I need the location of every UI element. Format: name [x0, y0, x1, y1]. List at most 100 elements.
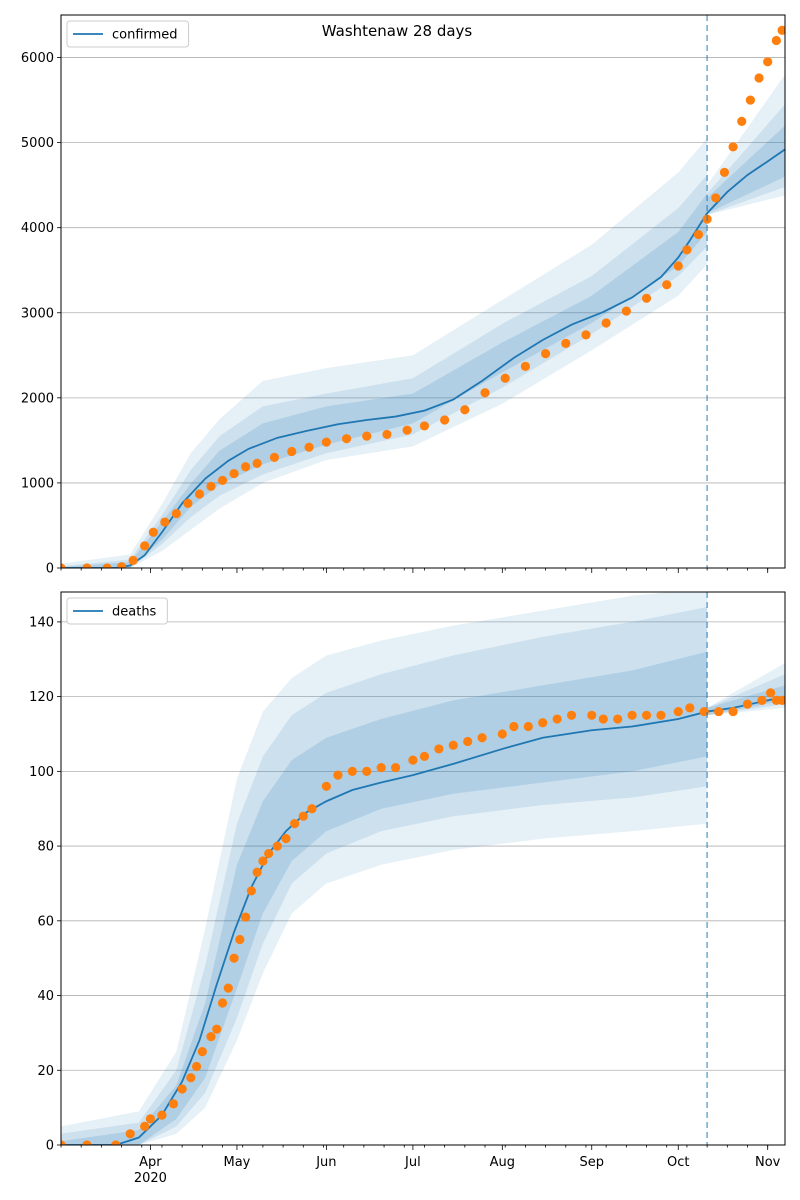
observed-point: [682, 245, 692, 255]
uncertainty-band-2: [61, 651, 785, 1145]
observed-point: [183, 498, 193, 508]
observed-point: [434, 744, 444, 754]
y-tick-label: 100: [29, 765, 54, 780]
observed-point: [641, 710, 652, 720]
x-tick-label: Aug: [490, 1155, 515, 1170]
observed-point: [520, 361, 530, 371]
observed-point: [191, 1061, 202, 1072]
observed-point: [258, 856, 268, 866]
observed-point: [362, 431, 372, 441]
observed-point: [246, 886, 256, 896]
y-tick-label: 0: [46, 562, 54, 577]
observed-point: [217, 998, 228, 1008]
x-tick-label: May: [224, 1155, 251, 1170]
x-tick-sublabel: 2020: [134, 1171, 167, 1186]
observed-point: [419, 751, 430, 762]
observed-point: [229, 468, 239, 479]
observed-point: [252, 867, 262, 877]
observed-point: [206, 1032, 216, 1042]
x-tick-label: Nov: [755, 1155, 781, 1170]
observed-point: [448, 740, 458, 750]
observed-point: [217, 475, 228, 485]
observed-point: [509, 721, 519, 732]
x-tick-label: Apr: [139, 1155, 162, 1170]
observed-point: [61, 1140, 66, 1145]
observed-point: [281, 834, 291, 844]
x-tick-label: Oct: [667, 1155, 689, 1170]
observed-point: [728, 706, 738, 717]
observed-point: [566, 710, 577, 720]
uncertainty-band-0: [61, 74, 785, 568]
observed-point: [321, 437, 331, 447]
observed-point: [111, 1140, 121, 1145]
y-tick-label: 40: [37, 989, 54, 1004]
y-tick-label: 140: [29, 615, 54, 630]
observed-point: [460, 405, 470, 415]
observed-point: [728, 142, 738, 152]
observed-point: [402, 425, 412, 435]
observed-point: [194, 489, 205, 499]
observed-point: [160, 517, 170, 527]
y-tick-label: 1000: [21, 476, 54, 491]
observed-point: [587, 710, 597, 720]
observed-point: [298, 811, 308, 821]
observed-point: [523, 721, 533, 732]
y-tick-label: 60: [37, 914, 54, 929]
series-line-deaths: [61, 695, 785, 1145]
y-tick-label: 0: [46, 1139, 54, 1154]
observed-point: [272, 841, 282, 851]
observed-point: [177, 1084, 187, 1094]
observed-point: [206, 481, 216, 491]
observed-point: [157, 1110, 167, 1120]
observed-point: [627, 710, 637, 720]
plot-area: [61, 592, 785, 1145]
axes-frame: [60, 591, 786, 1146]
x-tick-label: Jul: [404, 1155, 421, 1170]
observed-point: [477, 733, 487, 743]
observed-point: [621, 306, 631, 316]
observed-point: [321, 781, 331, 791]
observed-point: [82, 563, 92, 568]
observed-point: [148, 527, 158, 537]
observed-point: [561, 338, 571, 348]
axes-frame: [60, 14, 786, 569]
observed-point: [771, 35, 781, 46]
uncertainty-band-0: [61, 592, 785, 1145]
observed-point: [480, 388, 490, 398]
legend: confirmed: [66, 20, 190, 48]
observed-point: [419, 421, 430, 431]
y-tick-label: 5000: [21, 136, 54, 151]
observed-point: [711, 193, 721, 203]
observed-point: [737, 116, 747, 126]
observed-point: [581, 330, 591, 340]
y-tick-label: 20: [37, 1064, 54, 1079]
observed-point: [777, 695, 785, 705]
chart-title: Washtenaw 28 days: [322, 22, 473, 40]
uncertainty-band-2: [61, 125, 785, 568]
observed-point: [765, 688, 776, 698]
observed-point: [714, 706, 724, 717]
observed-point: [125, 1129, 135, 1139]
observed-point: [673, 261, 683, 271]
observed-point: [171, 508, 181, 519]
y-tick-label: 6000: [21, 51, 54, 66]
uncertainty-band-1: [61, 606, 785, 1145]
legend-box: [66, 20, 190, 48]
observed-point: [168, 1099, 179, 1109]
plot-area: [61, 25, 785, 568]
observed-point: [241, 912, 251, 922]
observed-point: [241, 462, 251, 472]
observed-point: [197, 1046, 207, 1057]
observed-point: [601, 318, 611, 328]
observed-point: [463, 736, 473, 747]
observed-point: [362, 766, 372, 776]
observed-point: [745, 95, 755, 105]
observed-point: [500, 373, 510, 383]
y-tick-label: 4000: [21, 221, 54, 236]
observed-point: [685, 703, 695, 713]
observed-point: [382, 429, 392, 440]
observed-point: [116, 562, 127, 568]
observed-point: [376, 763, 386, 773]
observed-point: [290, 819, 300, 829]
